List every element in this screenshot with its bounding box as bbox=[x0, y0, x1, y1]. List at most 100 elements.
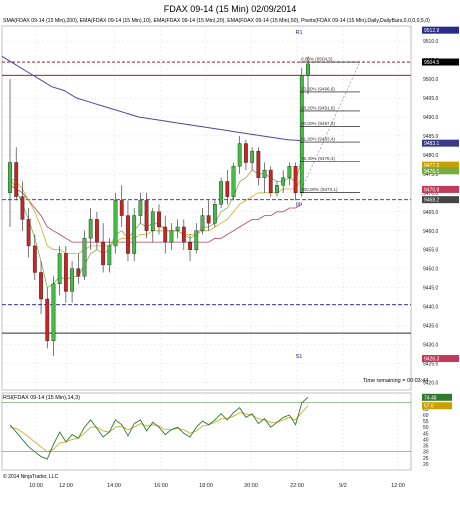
y-tick-label: 9480.0 bbox=[423, 153, 439, 159]
candle-body bbox=[281, 177, 286, 186]
candle-body bbox=[88, 219, 93, 239]
candle-body bbox=[262, 169, 267, 178]
y-tick-label: 9485.0 bbox=[423, 134, 439, 140]
candle-body bbox=[20, 196, 25, 220]
price-badge bbox=[422, 26, 459, 34]
fib-level-label: 50,00% (9487,5) bbox=[301, 121, 335, 126]
price-badge bbox=[422, 139, 459, 147]
pivot-label: R1 bbox=[295, 30, 302, 36]
rsi-label: RSI(FDAX 09-14 (15 Min),14,3) bbox=[3, 395, 80, 401]
candle-body bbox=[8, 162, 12, 194]
pivot-label: pp bbox=[296, 202, 302, 208]
candle-body bbox=[63, 253, 68, 292]
y-tick-label: 9460.0 bbox=[423, 229, 439, 235]
candle-body bbox=[181, 226, 186, 243]
y-tick-label: 9475.0 bbox=[423, 172, 439, 178]
candle-body bbox=[138, 200, 143, 216]
candle-body bbox=[157, 211, 161, 228]
y-tick-label: 9420.0 bbox=[423, 380, 439, 386]
ema20-line bbox=[9, 177, 303, 254]
price-badge-text: 9426.3 bbox=[424, 357, 440, 363]
y-tick-label: 9465.0 bbox=[423, 210, 439, 216]
copyright-text: © 2014 NinjaTrader, LLC bbox=[3, 473, 59, 480]
candle-body bbox=[256, 150, 261, 178]
price-badge bbox=[422, 58, 459, 66]
y-tick-label: 9495.0 bbox=[423, 96, 439, 102]
rsi-badge bbox=[422, 393, 452, 401]
price-badge bbox=[422, 161, 459, 169]
y-tick-label: 9510.0 bbox=[423, 39, 439, 45]
x-tick-label: 12:00 bbox=[59, 483, 73, 489]
y-tick-label: 9425.0 bbox=[423, 361, 439, 367]
y-tick-label: 9430.0 bbox=[423, 343, 439, 349]
price-badge-text: 9476.1 bbox=[424, 169, 440, 175]
y-tick-label: 9455.0 bbox=[423, 248, 439, 254]
candle-body bbox=[113, 200, 118, 247]
candle-body bbox=[163, 226, 168, 243]
price-badge-text: 9483.1 bbox=[424, 141, 440, 147]
candle-body bbox=[51, 283, 56, 341]
candle-body bbox=[150, 211, 155, 231]
price-panel-frame bbox=[1, 25, 412, 391]
rsi-tick-label: 55 bbox=[423, 419, 429, 425]
rsi-badge-text: 74.48 bbox=[424, 395, 437, 401]
candle-body bbox=[14, 162, 19, 197]
candle-body bbox=[45, 298, 50, 341]
price-panel: R1 pp S1 0,00% (9504,5) 23,60% (9496,6) 38,20… bbox=[1, 25, 412, 391]
rsi-tick-label: 30 bbox=[423, 450, 429, 456]
candle-body bbox=[57, 253, 62, 285]
candle-body bbox=[287, 166, 292, 178]
fib-level-label: 100,00% (9470,1) bbox=[301, 187, 338, 192]
sma200-line bbox=[1, 55, 301, 141]
candle-body bbox=[76, 268, 81, 277]
candle-body bbox=[225, 181, 230, 197]
rsi-tick-label: 40 bbox=[423, 437, 429, 443]
rsi-panel-frame bbox=[1, 392, 412, 471]
rsi-tick-label: 65 bbox=[423, 407, 429, 413]
candle-body bbox=[101, 241, 106, 266]
x-tick-label: 10:00 bbox=[29, 483, 43, 489]
candle-body bbox=[212, 204, 217, 224]
candle-body bbox=[219, 181, 223, 205]
fib-level-label: 61,80% (9483,4) bbox=[301, 137, 335, 142]
rsi-signal-line bbox=[9, 405, 309, 453]
price-badge bbox=[422, 355, 459, 363]
price-badge bbox=[422, 185, 459, 193]
candle-body bbox=[231, 166, 236, 197]
chart-title: FDAX 09-14 (15 Min) 02/09/2014 bbox=[164, 4, 297, 14]
price-badge-text: 9512.9 bbox=[424, 28, 440, 34]
price-badge-text: 9477.3 bbox=[424, 163, 440, 169]
rsi-badge-text: 67.6 bbox=[424, 404, 434, 410]
candle-body bbox=[132, 215, 137, 254]
candle-body bbox=[169, 230, 174, 243]
candle-body bbox=[293, 166, 298, 194]
candle-body bbox=[299, 75, 304, 194]
candle-body bbox=[194, 230, 199, 250]
candle-body bbox=[107, 245, 112, 266]
rsi-main-line bbox=[9, 396, 309, 460]
indicator-label: SMA(FDAX 09-14 (15 Min),200), EMA(FDAX 0… bbox=[3, 18, 430, 24]
candle-body bbox=[95, 219, 99, 243]
price-badge-text: 9504.5 bbox=[424, 60, 440, 66]
price-badge-text: 9468.2 bbox=[424, 198, 440, 204]
ema50-line bbox=[9, 184, 303, 243]
rsi-tick-label: 60 bbox=[423, 413, 429, 419]
rsi-tick-label: 45 bbox=[423, 431, 429, 437]
x-tick-label: 18:00 bbox=[199, 483, 213, 489]
rsi-tick-label: 25 bbox=[423, 456, 429, 462]
candle-body bbox=[244, 143, 248, 163]
candle-body bbox=[250, 150, 255, 163]
fib-level-label: 76,40% (9478,3) bbox=[301, 156, 335, 161]
rsi-tick-label: 20 bbox=[423, 462, 429, 468]
y-tick-label: 9435.0 bbox=[423, 324, 439, 330]
x-tick-label: 14:00 bbox=[107, 483, 121, 489]
y-tick-label: 9490.0 bbox=[423, 115, 439, 121]
candle-body bbox=[200, 215, 205, 231]
candle-body bbox=[82, 238, 87, 277]
rsi-badge bbox=[422, 402, 452, 410]
y-tick-label: 9500.0 bbox=[423, 77, 439, 83]
fib-level-label: 0,00% (9504,5) bbox=[301, 57, 333, 62]
x-tick-label: 22:00 bbox=[290, 483, 304, 489]
